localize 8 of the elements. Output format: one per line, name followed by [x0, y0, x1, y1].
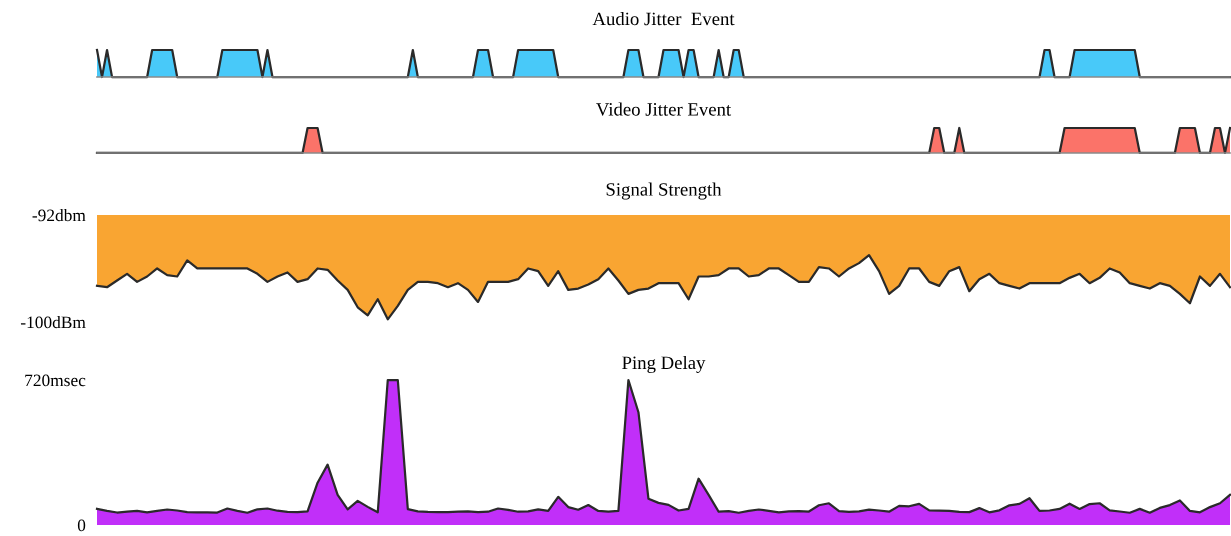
chart-title: Signal Strength: [606, 182, 722, 200]
y-tick-label: 720msec: [25, 374, 86, 387]
y-tick-label: -100dBm: [20, 315, 86, 329]
chart-title: Video Jitter Event: [596, 102, 732, 116]
chart-title: Ping Delay: [622, 355, 706, 373]
y-tick-label: -92dbm: [32, 208, 86, 222]
y-tick-label: 0: [77, 519, 86, 532]
chart-title: Audio Jitter Event: [592, 12, 735, 26]
